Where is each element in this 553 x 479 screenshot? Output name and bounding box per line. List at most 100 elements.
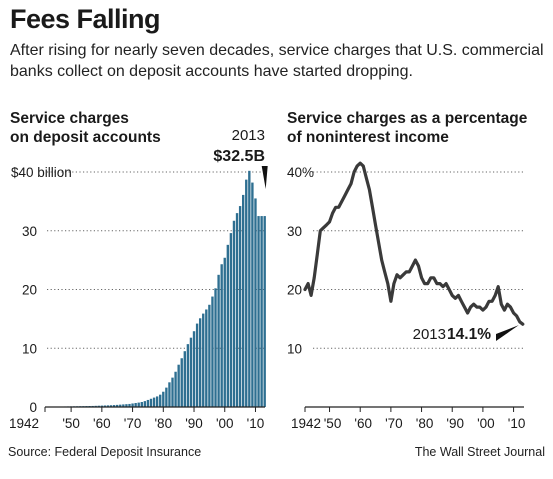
- bar: [112, 405, 116, 407]
- bar: [205, 309, 208, 407]
- bar: [217, 274, 220, 407]
- bar: [180, 358, 183, 407]
- bar: [177, 364, 180, 407]
- bar: [257, 216, 260, 407]
- right-x-tick-label: '50: [324, 416, 342, 431]
- bar: [116, 404, 119, 407]
- left-panel-title: Service charges on deposit accounts: [10, 109, 161, 147]
- bar: [134, 403, 137, 407]
- bar: [109, 405, 113, 407]
- left-x-tick-label: '70: [124, 416, 142, 431]
- bar: [238, 206, 242, 407]
- left-annotation-value: $32.5B: [213, 148, 265, 165]
- bar: [159, 394, 162, 407]
- bar: [174, 371, 177, 407]
- bar: [119, 404, 122, 407]
- right-x-tick-label: '10: [508, 416, 526, 431]
- right-line-chart: 10 20 30 40% 1942'50 '60 '70 '80 '90 '00 '10 2013 14…: [287, 161, 526, 431]
- bar: [155, 396, 159, 407]
- right-panel-title: Service charges as a percentage of nonin…: [287, 109, 527, 147]
- left-x-tick-label: '00: [216, 416, 234, 431]
- bar: [232, 220, 236, 407]
- bar: [254, 198, 257, 407]
- bar: [149, 398, 153, 407]
- right-y-tick-label: 40%: [287, 165, 314, 180]
- bar: [146, 399, 150, 407]
- bar: [198, 318, 202, 407]
- bar: [186, 344, 190, 407]
- right-y-tick-label: 10: [287, 341, 302, 356]
- bar: [211, 296, 214, 407]
- source-note: Source: Federal Deposit Insurance: [8, 445, 202, 459]
- bar: [195, 323, 199, 407]
- bar: [202, 313, 205, 407]
- left-y-tick-label: $40 billion: [11, 165, 72, 180]
- left-y-tick-label: 10: [22, 341, 37, 356]
- bar: [168, 382, 171, 407]
- left-annotation-year: 2013: [232, 127, 265, 144]
- right-x-tick-label: '90: [446, 416, 464, 431]
- bar: [140, 402, 143, 407]
- right-annotation-pointer: [496, 325, 519, 341]
- bar: [171, 377, 174, 407]
- bar: [183, 351, 186, 407]
- bar: [137, 402, 140, 407]
- chart-title: Fees Falling: [10, 4, 161, 34]
- left-bar-chart: 0 10 20 30 $40 billion 1942 '50 '60 '70 '80 '90 '00…: [9, 127, 268, 431]
- right-annotation-value: 14.1%: [447, 326, 491, 343]
- right-panel-title-line1: Service charges as a percentage: [287, 110, 528, 127]
- bar: [162, 391, 165, 407]
- right-y-tick-label: 20: [287, 283, 302, 298]
- right-x-tick-label: '80: [416, 416, 434, 431]
- bar: [214, 288, 217, 407]
- bar: [103, 405, 107, 407]
- left-x-tick-label: 1942: [9, 416, 39, 431]
- left-x-tick-label: '80: [154, 416, 172, 431]
- left-panel-title-line2: on deposit accounts: [10, 129, 161, 146]
- bar: [131, 403, 134, 407]
- bar: [241, 194, 245, 407]
- credit-note: The Wall Street Journal: [414, 445, 545, 459]
- bar: [125, 404, 128, 407]
- bar: [122, 404, 125, 407]
- bar: [97, 405, 100, 407]
- series-line: [303, 161, 525, 326]
- bar: [165, 387, 168, 407]
- left-y-tick-label: 20: [22, 283, 37, 298]
- bar: [245, 179, 248, 407]
- left-panel-title-line1: Service charges: [10, 110, 129, 127]
- bar: [248, 170, 251, 407]
- left-x-tick-label: '50: [62, 416, 80, 431]
- bar: [192, 331, 196, 407]
- right-x-tick-label: '60: [354, 416, 372, 431]
- right-annotation-year: 2013: [413, 326, 446, 343]
- bar: [143, 401, 147, 407]
- right-panel-title-line2: of noninterest income: [287, 129, 449, 146]
- bar: [106, 405, 110, 407]
- bar: [226, 244, 230, 407]
- chart-subtitle: After rising for nearly seven decades, s…: [10, 42, 544, 80]
- bar: [260, 216, 263, 407]
- bar: [235, 213, 239, 407]
- left-y-tick-label: 30: [22, 224, 37, 239]
- right-x-tick-label: 1942: [291, 416, 321, 431]
- bar: [208, 304, 211, 407]
- left-y-tick-label: 0: [29, 400, 37, 415]
- left-x-tick-label: '90: [185, 416, 203, 431]
- right-y-tick-label: 30: [287, 224, 302, 239]
- right-x-tick-label: '70: [385, 416, 403, 431]
- left-x-tick-label: '60: [93, 416, 111, 431]
- bar: [152, 397, 156, 407]
- bar: [263, 216, 266, 407]
- bar: [229, 233, 233, 407]
- bar: [128, 403, 131, 407]
- bar: [251, 182, 254, 407]
- bar: [223, 257, 226, 407]
- left-annotation-pointer: [261, 166, 268, 189]
- bar: [100, 405, 104, 407]
- bar: [220, 264, 223, 407]
- right-x-tick-label: '00: [477, 416, 495, 431]
- left-x-tick-label: '10: [247, 416, 265, 431]
- bar: [189, 337, 193, 407]
